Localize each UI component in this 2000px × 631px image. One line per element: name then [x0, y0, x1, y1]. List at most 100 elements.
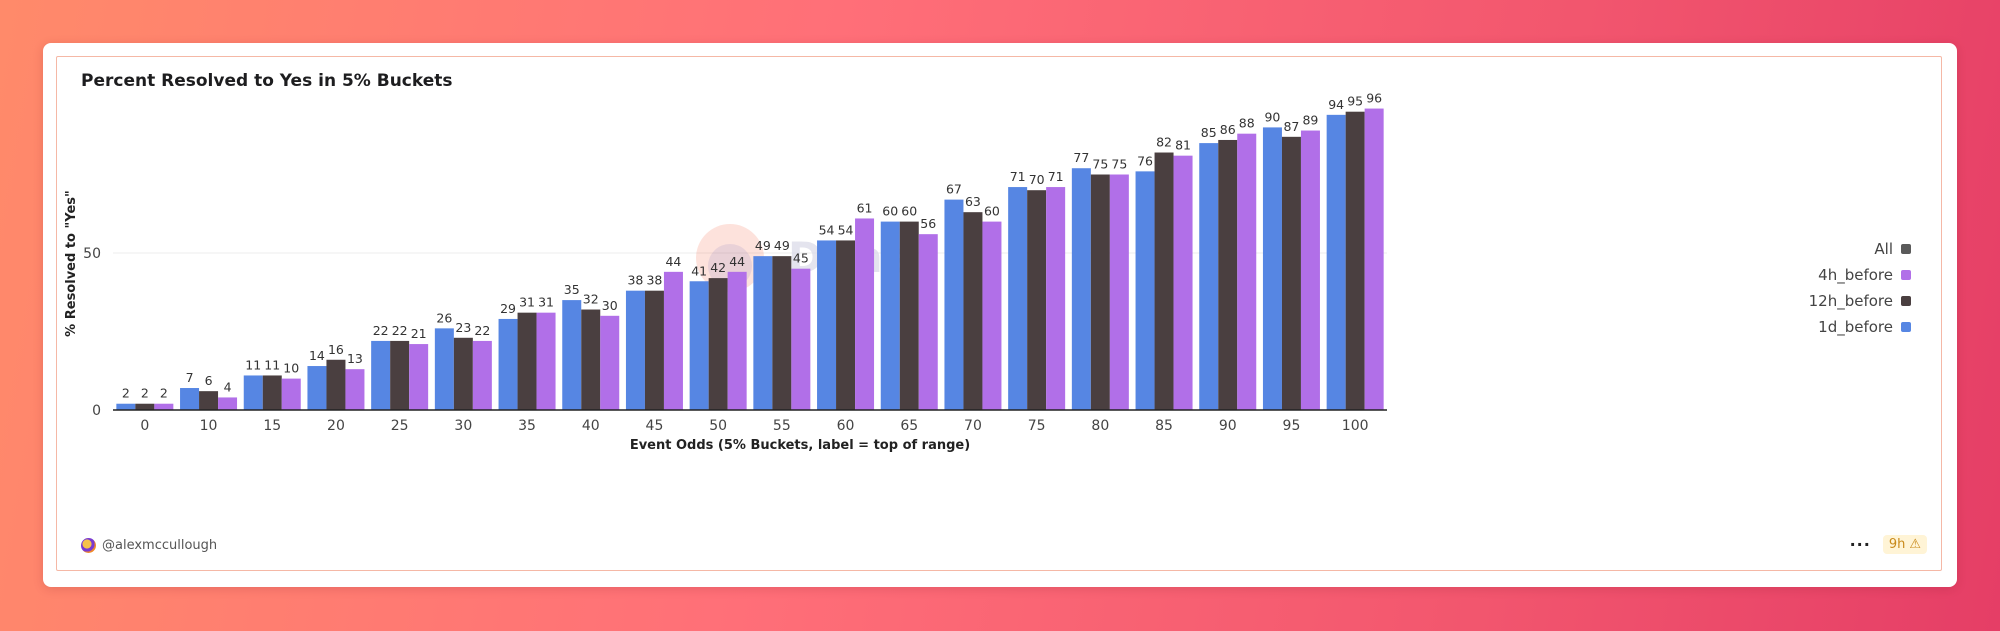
- bar-4h_before: [855, 218, 875, 410]
- data-label: 31: [519, 295, 535, 310]
- data-label: 54: [819, 222, 835, 237]
- bar-1d_before: [1262, 127, 1282, 411]
- bar-12h_before: [199, 391, 219, 410]
- bar-chart: 050% Resolved to "Yes"Dune22207641011111…: [64, 91, 1387, 453]
- data-label: 63: [965, 194, 981, 209]
- legend-label: 12h_before: [1808, 292, 1893, 310]
- legend: All 4h_before 12h_before 1d_before: [1809, 240, 1911, 336]
- legend-item-1d-before[interactable]: 1d_before: [1818, 318, 1911, 336]
- data-label: 77: [1073, 150, 1089, 165]
- data-label: 76: [1137, 153, 1153, 168]
- x-tick-label: 40: [582, 418, 600, 434]
- data-label: 16: [328, 342, 344, 357]
- y-tick-label: 50: [83, 246, 101, 262]
- author-link[interactable]: @alexmccullough: [81, 538, 217, 553]
- bar-1d_before: [1008, 187, 1028, 410]
- data-label: 44: [729, 254, 745, 269]
- bar-12h_before: [772, 256, 792, 410]
- bar-4h_before: [1046, 187, 1066, 410]
- data-label: 2: [122, 386, 130, 401]
- legend-swatch: [1901, 296, 1911, 306]
- more-options-icon[interactable]: ···: [1849, 535, 1871, 554]
- x-tick-label: 90: [1219, 418, 1237, 434]
- bar-1d_before: [307, 366, 327, 410]
- bar-4h_before: [663, 271, 683, 410]
- bar-1d_before: [625, 290, 645, 410]
- bar-1d_before: [434, 328, 454, 410]
- chart-title: Percent Resolved to Yes in 5% Buckets: [81, 71, 453, 91]
- bar-1d_before: [753, 256, 773, 410]
- x-tick-label: 0: [140, 418, 149, 434]
- data-label: 29: [500, 301, 516, 316]
- data-label: 96: [1366, 91, 1382, 106]
- x-tick-label: 70: [964, 418, 982, 434]
- warning-icon: ⚠: [1909, 537, 1921, 552]
- data-label: 89: [1302, 113, 1318, 128]
- bar-1d_before: [498, 318, 518, 410]
- bar-4h_before: [1364, 108, 1384, 410]
- age-text: 9h: [1888, 537, 1906, 552]
- data-label: 31: [538, 295, 554, 310]
- data-label: 60: [901, 204, 917, 219]
- legend-item-4h-before[interactable]: 4h_before: [1818, 266, 1911, 284]
- data-label: 7: [186, 370, 194, 385]
- bar-4h_before: [1109, 174, 1129, 410]
- data-label: 85: [1201, 125, 1217, 140]
- bar-1d_before: [1326, 114, 1346, 410]
- bar-1d_before: [1071, 168, 1091, 410]
- x-tick-label: 20: [327, 418, 345, 434]
- bar-4h_before: [1237, 133, 1257, 410]
- bar-12h_before: [836, 240, 856, 410]
- x-tick-label: 60: [837, 418, 855, 434]
- bar-1d_before: [817, 240, 837, 410]
- legend-item-all[interactable]: All: [1874, 240, 1911, 258]
- bar-12h_before: [1090, 174, 1110, 410]
- data-label: 26: [436, 310, 452, 325]
- data-label: 30: [602, 298, 618, 313]
- bar-4h_before: [600, 315, 620, 410]
- chart-panel: Percent Resolved to Yes in 5% Buckets 0 5…: [56, 56, 1942, 571]
- data-label: 67: [946, 182, 962, 197]
- bar-12h_before: [1218, 139, 1238, 410]
- legend-label: All: [1874, 240, 1893, 258]
- bar-1d_before: [689, 281, 709, 410]
- legend-item-12h-before[interactable]: 12h_before: [1809, 292, 1911, 310]
- data-label: 60: [882, 204, 898, 219]
- data-label: 38: [646, 273, 662, 288]
- data-label: 22: [474, 323, 490, 338]
- bar-1d_before: [880, 221, 900, 410]
- chart-card: Percent Resolved to Yes in 5% Buckets 0 5…: [43, 43, 1957, 587]
- x-tick-label: 75: [1028, 418, 1046, 434]
- data-label: 56: [920, 216, 936, 231]
- data-label: 41: [691, 263, 707, 278]
- data-label: 49: [774, 238, 790, 253]
- bar-12h_before: [1154, 152, 1174, 410]
- data-label: 11: [264, 357, 280, 372]
- bar-4h_before: [218, 397, 238, 410]
- x-tick-label: 15: [263, 418, 281, 434]
- x-tick-label: 80: [1091, 418, 1109, 434]
- data-label: 42: [710, 260, 726, 275]
- x-axis-label: Event Odds (5% Buckets, label = top of r…: [630, 438, 970, 453]
- bar-4h_before: [409, 344, 429, 410]
- bar-12h_before: [708, 278, 728, 410]
- bar-4h_before: [1300, 130, 1320, 410]
- bar-4h_before: [791, 268, 811, 410]
- data-label: 95: [1347, 94, 1363, 109]
- bar-1d_before: [944, 199, 964, 410]
- bar-4h_before: [345, 369, 365, 410]
- data-label: 44: [665, 254, 681, 269]
- data-label: 75: [1111, 157, 1127, 172]
- bar-12h_before: [963, 212, 983, 410]
- legend-swatch: [1901, 322, 1911, 332]
- watermark-logo-icon: [696, 224, 764, 292]
- bar-4h_before: [154, 403, 174, 410]
- bar-4h_before: [1173, 155, 1193, 410]
- x-tick-label: 55: [773, 418, 791, 434]
- data-label: 54: [838, 222, 854, 237]
- data-label: 71: [1010, 169, 1026, 184]
- data-label: 11: [245, 357, 261, 372]
- data-label: 21: [411, 326, 427, 341]
- data-label: 45: [793, 251, 809, 266]
- x-tick-label: 85: [1155, 418, 1173, 434]
